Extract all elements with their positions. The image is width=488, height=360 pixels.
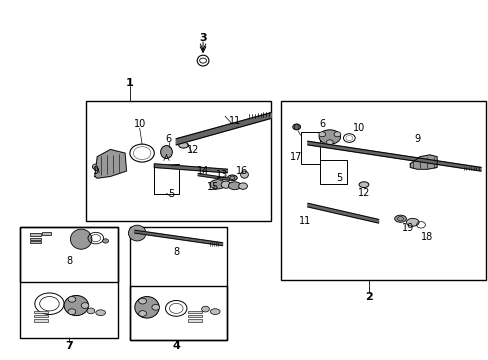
Text: 17: 17 [289,152,301,162]
Text: 5: 5 [168,189,174,199]
Circle shape [102,239,108,243]
Bar [281,101,485,280]
Polygon shape [176,113,271,145]
Ellipse shape [209,180,225,189]
Text: 2: 2 [364,292,372,302]
Ellipse shape [319,130,340,144]
Bar [154,164,178,194]
Ellipse shape [96,310,105,316]
Polygon shape [95,149,126,178]
Text: 3: 3 [199,33,206,43]
Ellipse shape [228,182,241,190]
Text: 1: 1 [126,78,134,88]
Text: 14: 14 [197,166,209,176]
Ellipse shape [64,296,88,316]
Bar [42,232,51,235]
Bar [20,226,118,282]
Ellipse shape [70,229,92,249]
Ellipse shape [394,215,406,222]
Bar [30,233,41,235]
Text: 12: 12 [357,188,369,198]
Text: 9: 9 [414,134,420,144]
Text: 8: 8 [173,247,179,257]
Text: 6: 6 [165,134,172,144]
Ellipse shape [160,145,172,158]
Ellipse shape [128,225,146,241]
Text: 12: 12 [187,144,199,154]
Circle shape [152,305,159,310]
Text: 9: 9 [93,166,99,176]
Text: 10: 10 [133,120,145,129]
Text: 18: 18 [420,232,432,242]
Text: 7: 7 [65,341,73,351]
Circle shape [221,181,230,188]
Ellipse shape [135,297,159,318]
Circle shape [68,296,76,302]
Ellipse shape [178,142,188,148]
Ellipse shape [406,219,418,226]
Circle shape [139,298,146,304]
Bar [188,315,202,318]
Text: 5: 5 [336,173,342,183]
Ellipse shape [358,182,368,188]
Bar [188,319,202,321]
Circle shape [139,311,146,316]
Circle shape [201,306,209,312]
Circle shape [92,164,100,170]
Text: 13: 13 [216,170,228,180]
Bar [34,311,47,313]
Text: 4: 4 [172,341,180,351]
Circle shape [87,308,95,314]
Text: 10: 10 [352,123,365,133]
Bar [130,286,227,339]
Circle shape [81,303,89,309]
Polygon shape [198,174,229,180]
Bar [86,101,271,221]
Polygon shape [135,230,222,246]
Circle shape [333,132,340,137]
Circle shape [326,140,332,145]
Text: 8: 8 [66,256,72,266]
Circle shape [238,183,247,189]
Bar [130,226,227,339]
Bar [20,226,118,338]
Polygon shape [307,141,480,171]
Circle shape [292,124,300,130]
Ellipse shape [227,175,237,181]
Text: 11: 11 [299,216,311,226]
Bar [188,311,202,313]
Ellipse shape [240,171,248,178]
Bar [34,319,47,321]
Circle shape [318,132,325,137]
Bar [30,238,41,240]
Polygon shape [307,203,378,223]
Bar [30,241,41,243]
Text: 15: 15 [206,182,219,192]
Text: 16: 16 [235,166,248,176]
Polygon shape [409,155,436,169]
Polygon shape [154,164,227,173]
Bar [320,160,346,184]
Bar [300,132,320,164]
Ellipse shape [294,124,299,130]
Text: 6: 6 [319,120,325,129]
Circle shape [68,309,76,315]
Text: 19: 19 [401,224,413,233]
Text: 11: 11 [228,116,241,126]
Bar [34,315,47,318]
Ellipse shape [210,309,220,315]
